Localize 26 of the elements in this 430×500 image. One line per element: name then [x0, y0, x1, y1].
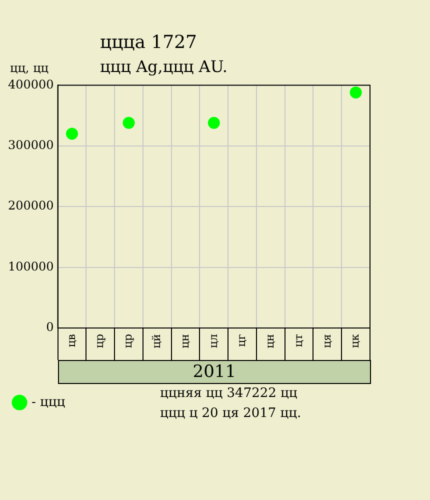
text: ццц ц 20 ця 2017 цц. [160, 405, 302, 423]
y-tick-label: 400000 [8, 77, 54, 92]
x-tick-label: ця [320, 334, 334, 348]
point [208, 116, 220, 129]
y-axis-title: цц, цц [10, 61, 48, 75]
point [122, 116, 135, 129]
chart-subtitle: ццц Ag,ццц AU. [100, 57, 228, 76]
text: ццняя цц 347222 цц [160, 385, 298, 403]
x-tick-label: цн [264, 334, 277, 348]
x-tick-label: цк [348, 334, 362, 348]
y-tick-label: 100000 [8, 259, 54, 274]
point [66, 128, 78, 140]
point [350, 86, 362, 98]
x-tick-label: цн [178, 334, 192, 348]
x-tick-label: цй [150, 334, 163, 348]
x-tick-label: цв [64, 334, 78, 348]
x-tick-label: цт [292, 334, 305, 348]
y-tick-label: 0 [46, 320, 54, 334]
y-tick-label: 200000 [8, 198, 54, 213]
x-tick-label: цг [235, 334, 248, 347]
x-tick-label: цр [93, 334, 106, 348]
chart-title: ццца 1727 [100, 32, 197, 53]
legend-label: - ццц [32, 394, 66, 410]
x-tick-label: цл [206, 334, 220, 348]
x-tick-label: цр [122, 334, 135, 348]
y-tick-label: 300000 [8, 138, 54, 152]
